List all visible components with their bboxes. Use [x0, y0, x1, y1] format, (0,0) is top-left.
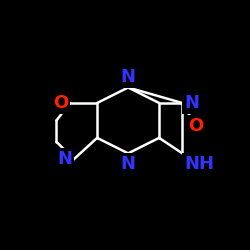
Text: N: N	[120, 155, 136, 173]
Text: O: O	[53, 94, 68, 112]
Text: N: N	[57, 150, 72, 168]
Text: N: N	[184, 94, 199, 112]
Text: O: O	[188, 117, 204, 135]
Text: N: N	[120, 68, 136, 86]
Text: NH: NH	[184, 155, 214, 173]
